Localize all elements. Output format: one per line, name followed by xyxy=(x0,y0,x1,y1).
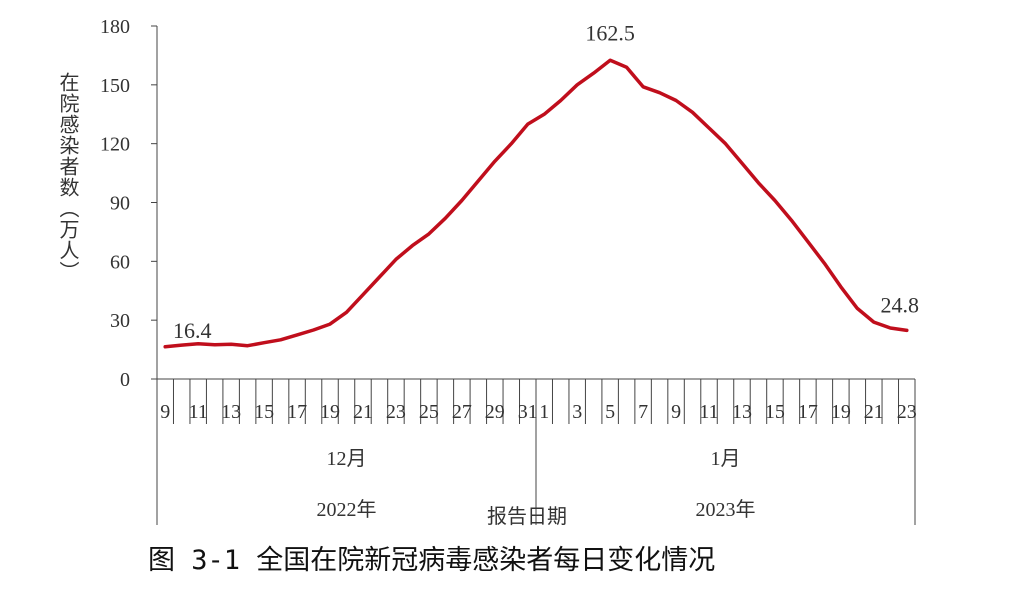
x-tick-label: 25 xyxy=(419,401,439,423)
x-tick-label: 13 xyxy=(732,401,752,423)
year-label: 2022年 xyxy=(317,498,377,521)
x-axis-label: 报告日期 xyxy=(487,504,567,528)
x-tick-label: 13 xyxy=(221,401,241,423)
series-line xyxy=(163,58,909,349)
y-tick-label: 60 xyxy=(110,251,130,273)
data-label: 162.5 xyxy=(585,20,635,45)
x-tick-label: 27 xyxy=(452,401,472,423)
x-tick-label: 17 xyxy=(798,401,818,423)
x-tick-label: 17 xyxy=(287,401,307,423)
x-tick-label: 3 xyxy=(572,401,582,423)
x-tick-label: 19 xyxy=(320,401,340,423)
x-tick-label: 19 xyxy=(831,401,851,423)
x-tick-label: 7 xyxy=(638,401,648,423)
x-tick-label: 15 xyxy=(254,401,274,423)
x-tick-label: 1 xyxy=(539,401,549,423)
data-label: 16.4 xyxy=(173,318,212,343)
x-tick-label: 29 xyxy=(485,401,505,423)
x-tick-label: 23 xyxy=(386,401,406,423)
x-tick-label: 5 xyxy=(605,401,615,423)
x-tick-label: 11 xyxy=(699,401,718,423)
y-tick-label: 120 xyxy=(100,134,130,156)
y-tick-label: 150 xyxy=(100,75,130,97)
x-tick-label: 23 xyxy=(897,401,917,423)
y-tick-label: 30 xyxy=(110,310,130,332)
month-label: 1月 xyxy=(711,448,741,470)
data-label: 24.8 xyxy=(881,292,920,317)
x-tick-label: 9 xyxy=(160,401,170,423)
year-label: 2023年 xyxy=(696,498,756,521)
x-tick-label: 11 xyxy=(189,401,208,423)
y-tick-label: 0 xyxy=(120,369,130,391)
x-tick-label: 31 xyxy=(518,401,538,423)
x-tick-label: 21 xyxy=(864,401,884,423)
x-tick-label: 9 xyxy=(671,401,681,423)
y-axis-label: 在院感染者数（万人） xyxy=(56,72,80,282)
x-tick-label: 21 xyxy=(353,401,373,423)
y-tick-label: 90 xyxy=(110,193,130,215)
x-tick-label: 15 xyxy=(765,401,785,423)
month-label: 12月 xyxy=(327,448,367,470)
y-tick-label: 180 xyxy=(100,16,130,38)
figure-caption: 图 3-1 全国在院新冠病毒感染者每日变化情况 xyxy=(148,545,716,576)
